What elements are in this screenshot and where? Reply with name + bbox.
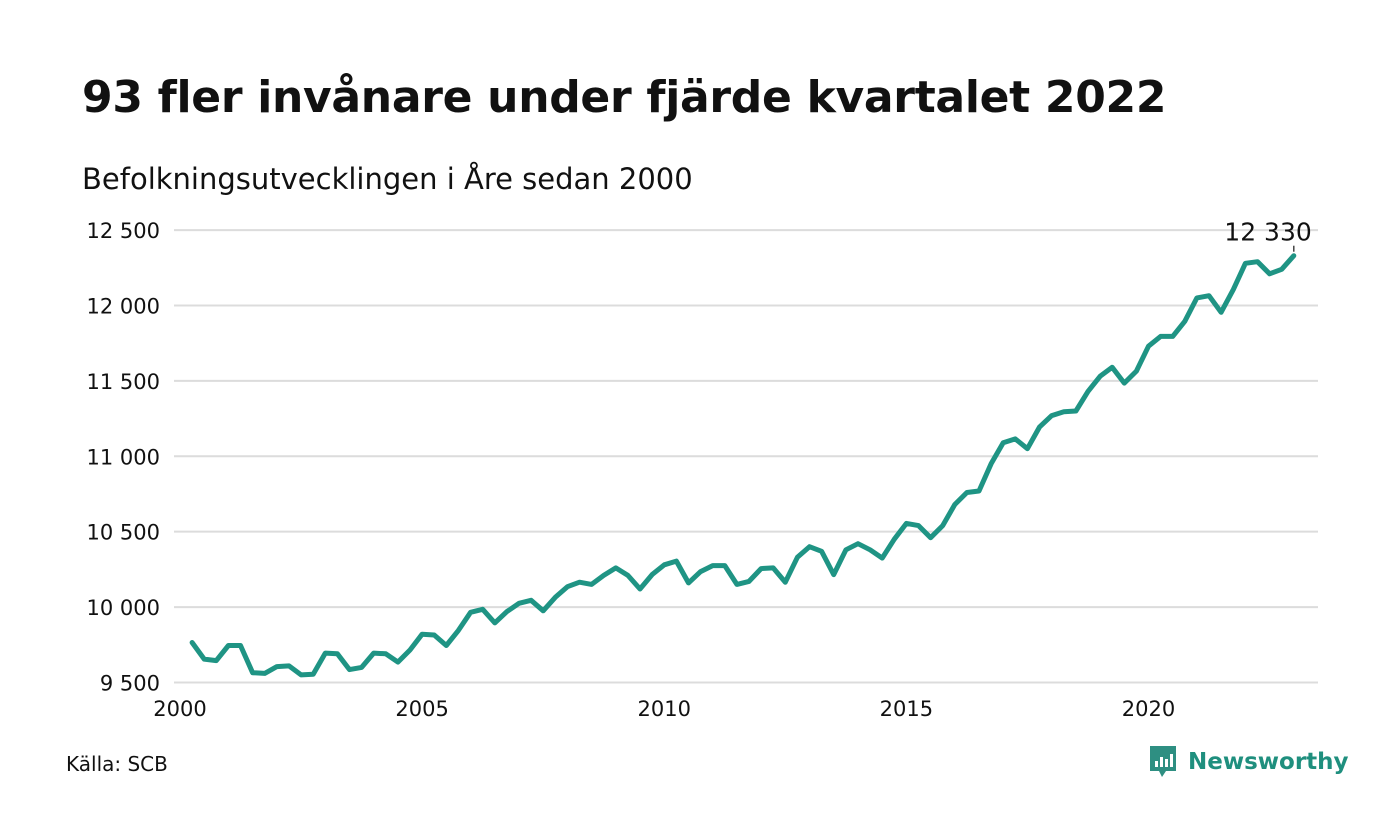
y-tick-label: 12 000 (87, 294, 160, 318)
y-tick-label: 11 000 (87, 445, 160, 469)
brand-logo: Newsworthy (1148, 744, 1349, 780)
x-tick-label: 2005 (395, 697, 448, 721)
y-tick-label: 9 500 (100, 671, 160, 695)
y-tick-label: 12 500 (87, 219, 160, 243)
y-tick-label: 10 000 (87, 596, 160, 620)
series-line (189, 253, 1297, 678)
x-tick-label: 2000 (153, 697, 206, 721)
y-axis-ticks: 9 500 10 000 10 500 11 000 11 500 12 000 12 50… (87, 219, 160, 695)
newsworthy-logo-icon (1150, 746, 1176, 777)
x-tick-label: 2020 (1122, 697, 1175, 721)
annotation-group: 12 330 (1224, 218, 1312, 252)
x-tick-label: 2015 (880, 697, 933, 721)
chart-subtitle: Befolkningsutvecklingen i Åre sedan 2000 (82, 162, 693, 196)
y-tick-label: 10 500 (87, 521, 160, 545)
y-tick-label: 11 500 (87, 370, 160, 394)
series-group (189, 253, 1297, 678)
x-tick-label: 2010 (638, 697, 691, 721)
source-note: Källa: SCB (66, 752, 168, 776)
annotation-label: 12 330 (1224, 218, 1311, 247)
x-axis-ticks: 2000 2005 2010 2015 2020 (153, 697, 1175, 721)
grid-lines (174, 229, 1318, 684)
brand-label: Newsworthy (1188, 749, 1349, 775)
chart-title: 93 fler invånare under fjärde kvartalet … (82, 72, 1167, 123)
